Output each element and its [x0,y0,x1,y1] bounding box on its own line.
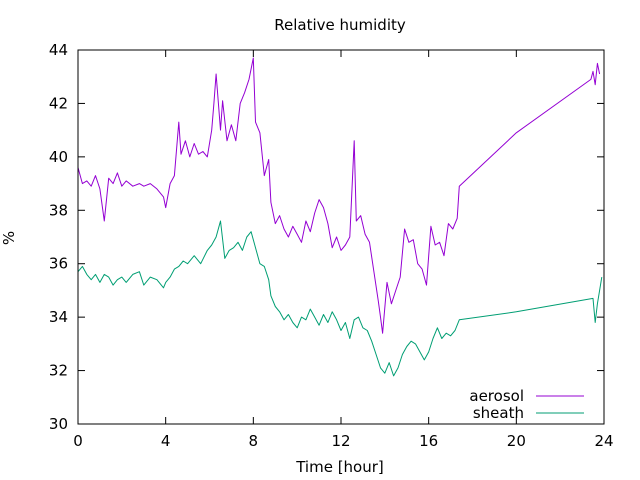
y-tick-label: 40 [49,148,68,166]
y-axis-label: % [0,231,18,245]
y-tick-label: 32 [49,362,68,380]
y-tick-label: 36 [49,255,68,273]
legend-label-aerosol: aerosol [469,387,524,405]
axis-ticks: 30 32 34 36 38 40 42 44 0 4 8 12 16 20 24 [49,41,614,450]
x-tick-label: 12 [331,432,350,450]
y-tick-label: 38 [49,201,68,219]
series-line-aerosol [77,57,601,334]
x-tick-label: 24 [594,432,613,450]
plot-frame [77,49,605,425]
y-tick-label: 44 [49,41,68,59]
series-layer [77,57,603,377]
y-tick-label: 30 [49,415,68,433]
x-tick-label: 4 [161,432,171,450]
x-tick-label: 20 [507,432,526,450]
x-tick-label: 0 [73,432,83,450]
y-tick-label: 42 [49,94,68,112]
y-tick-label: 34 [49,308,68,326]
series-line-sheath [77,220,603,377]
x-tick-label: 8 [249,432,259,450]
chart-title: Relative humidity [274,16,406,34]
legend-label-sheath: sheath [473,404,524,422]
x-axis-label: Time [hour] [295,458,384,476]
x-tick-label: 16 [419,432,438,450]
